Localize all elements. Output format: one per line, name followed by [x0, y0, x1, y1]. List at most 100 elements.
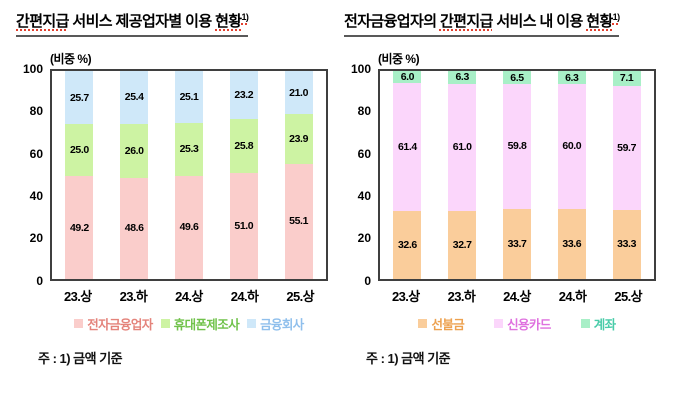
bar-value-label: 25.7 — [69, 91, 89, 104]
y-tick-label: 20 — [357, 231, 371, 246]
bar-value-label: 7.1 — [619, 71, 634, 84]
bar-value-label: 33.6 — [562, 237, 582, 250]
bar-segment: 59.7 — [612, 85, 641, 210]
y-tick-label: 0 — [36, 273, 43, 288]
legend: 선불금 신용카드 계좌 — [378, 314, 656, 333]
bar-value-label: 25.4 — [124, 90, 144, 103]
stacked-bar: 33.3 59.7 7.1 — [612, 70, 641, 279]
bar-value-label: 32.7 — [452, 238, 472, 251]
x-axis-label: 25.상 — [614, 288, 642, 304]
y-tick-label: 100 — [350, 61, 371, 76]
bar-segment: 49.2 — [65, 176, 94, 279]
bar-value-label: 33.3 — [617, 237, 637, 250]
bar-value-label: 21.0 — [289, 86, 309, 99]
legend-item: 신용카드 — [494, 314, 551, 333]
y-tick-label: 60 — [357, 146, 371, 161]
chart-title-text: 서비스 제공업자별 이용 — [68, 13, 216, 30]
y-axis-unit-label: (비중 %) — [50, 51, 92, 66]
chart-title-text: 간편지급 — [16, 13, 69, 30]
bar-segment: 25.0 — [65, 124, 94, 177]
legend-marker-icon — [160, 318, 170, 328]
chart-panel-left: 간편지급 서비스 제공업자별 이용 현황1) (비중 %) 0 20 40 60 80 1… — [16, 12, 340, 367]
legend-marker-icon — [580, 318, 590, 328]
legend-item: 선불금 — [418, 314, 465, 333]
chart-panel-right: 전자금융업자의 간편지급 서비스 내 이용 현황1) (비중 %) 0 20 40 6… — [344, 12, 698, 367]
bar-segment: 61.0 — [448, 83, 477, 211]
chart-title-footnote-marker: 1) — [241, 12, 249, 22]
y-axis-unit-label: (비중 %) — [378, 51, 420, 66]
bar-value-label: 25.8 — [234, 139, 254, 152]
bar-segment: 23.2 — [229, 70, 258, 120]
bar-value-label: 25.0 — [69, 144, 89, 157]
legend: 전자금융업자 휴대폰제조사 금융회사 — [50, 314, 328, 333]
bar-segment: 55.1 — [284, 164, 313, 279]
bar-segment: 26.0 — [120, 123, 149, 178]
bar-segment: 33.3 — [612, 209, 641, 279]
footnote: 주 : 1) 금액 기준 — [38, 350, 123, 366]
stacked-bar: 51.0 25.8 23.2 — [229, 70, 258, 279]
plot-row: 0 20 40 60 80 100 32.6 61.4 6.0 32.7 61.0 6.3 33.7 5… — [344, 62, 698, 288]
bar-segment: 6.3 — [448, 70, 477, 84]
y-tick-label: 100 — [22, 61, 43, 76]
legend-label: 휴대폰제조사 — [173, 317, 240, 332]
bar-segment: 25.8 — [229, 119, 258, 173]
bar-value-label: 60.0 — [562, 140, 582, 153]
y-tick-label: 60 — [29, 146, 43, 161]
legend-item: 휴대폰제조사 — [160, 314, 240, 333]
legend-marker-icon — [74, 318, 84, 328]
stacked-bar: 33.6 60.0 6.3 — [557, 70, 586, 279]
y-axis: 0 20 40 60 80 100 — [16, 62, 50, 288]
bar-segment: 33.7 — [503, 208, 531, 279]
x-axis-label: 23.하 — [119, 288, 148, 304]
y-tick-label: 20 — [29, 231, 43, 246]
bar-segment: 7.1 — [612, 70, 641, 86]
x-axis-label: 23.상 — [391, 288, 420, 304]
stacked-bar: 33.7 59.8 6.5 — [503, 70, 531, 279]
chart-title: 전자금융업자의 간편지급 서비스 내 이용 현황1) — [344, 12, 620, 37]
bar-segment: 61.4 — [393, 83, 422, 211]
x-axis-labels: 23.상 23.하 24.상 24.하 25.상 — [378, 286, 656, 305]
bar-value-label: 26.0 — [124, 144, 144, 157]
bar-segment: 25.1 — [175, 70, 203, 123]
plot-area: 32.6 61.4 6.0 32.7 61.0 6.3 33.7 59.8 6.5 33.6 60.… — [378, 68, 656, 281]
bar-segment: 32.6 — [393, 210, 422, 279]
stacked-bar: 32.6 61.4 6.0 — [393, 70, 422, 279]
plot-row: 0 20 40 60 80 100 49.2 25.0 25.7 48.6 26.0 25.4 49.… — [16, 62, 340, 288]
chart-title-text: 현황 — [215, 13, 242, 30]
chart-title-text: 현황 — [586, 13, 613, 30]
stacked-bar: 49.2 25.0 25.7 — [65, 70, 94, 279]
legend-label: 선불금 — [431, 317, 465, 332]
x-axis-label: 23.하 — [447, 288, 476, 304]
bar-segment: 25.3 — [175, 122, 203, 176]
legend-label: 전자금융업자 — [87, 317, 153, 332]
y-tick-label: 80 — [357, 104, 371, 119]
bar-value-label: 61.0 — [452, 141, 472, 154]
x-axis-label: 24.하 — [230, 288, 259, 304]
bar-value-label: 23.9 — [289, 133, 309, 146]
legend-item: 금융회사 — [247, 314, 304, 333]
bar-segment: 48.6 — [120, 177, 149, 279]
chart-title-text: 서비스 내 이용 — [492, 13, 587, 30]
bar-value-label: 6.3 — [455, 71, 469, 84]
stacked-bar: 48.6 26.0 25.4 — [120, 70, 149, 279]
bar-value-label: 23.2 — [234, 88, 254, 101]
bar-value-label: 51.0 — [234, 219, 254, 232]
bar-segment: 32.7 — [448, 210, 477, 279]
y-tick-label: 40 — [29, 188, 43, 203]
bar-value-label: 25.1 — [179, 90, 199, 103]
x-axis-label: 23.상 — [63, 288, 92, 304]
y-tick-label: 80 — [29, 104, 43, 119]
bar-value-label: 25.3 — [179, 143, 199, 156]
x-axis-label: 24.상 — [175, 288, 203, 304]
chart-title: 간편지급 서비스 제공업자별 이용 현황1) — [16, 12, 249, 37]
legend-item: 전자금융업자 — [74, 314, 153, 333]
bar-value-label: 61.4 — [397, 140, 417, 153]
bar-value-label: 59.8 — [507, 140, 527, 153]
bar-segment: 49.6 — [175, 175, 203, 279]
stacked-bar: 49.6 25.3 25.1 — [175, 70, 203, 279]
bar-value-label: 49.6 — [179, 220, 199, 233]
bar-value-label: 6.0 — [400, 70, 415, 83]
legend-label: 계좌 — [593, 317, 616, 332]
legend-marker-icon — [247, 318, 257, 328]
